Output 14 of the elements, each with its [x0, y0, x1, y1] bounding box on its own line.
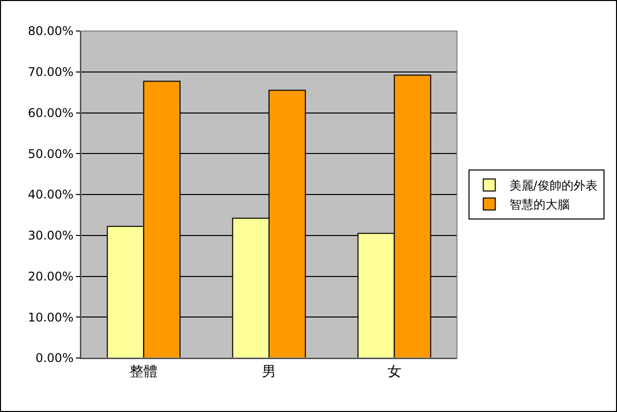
y-tick-label: 50.00%	[28, 146, 74, 161]
x-tick-label: 整體	[130, 364, 158, 380]
legend-label: 智慧的大腦	[509, 198, 570, 212]
x-tick-label: 男	[262, 364, 276, 380]
x-tick-label: 女	[387, 364, 402, 380]
y-tick-label: 60.00%	[28, 106, 74, 120]
y-tick-label: 20.00%	[28, 269, 74, 284]
y-tick-label: 30.00%	[28, 228, 74, 243]
y-tick-label: 0.00%	[35, 351, 74, 366]
y-tick-label: 40.00%	[28, 188, 74, 202]
y-tick-label: 10.00%	[28, 310, 74, 324]
y-tick-label: 80.00%	[28, 24, 74, 38]
y-tick-label: 70.00%	[28, 65, 74, 80]
legend-label: 美麗/俊帥的外表	[509, 178, 598, 193]
